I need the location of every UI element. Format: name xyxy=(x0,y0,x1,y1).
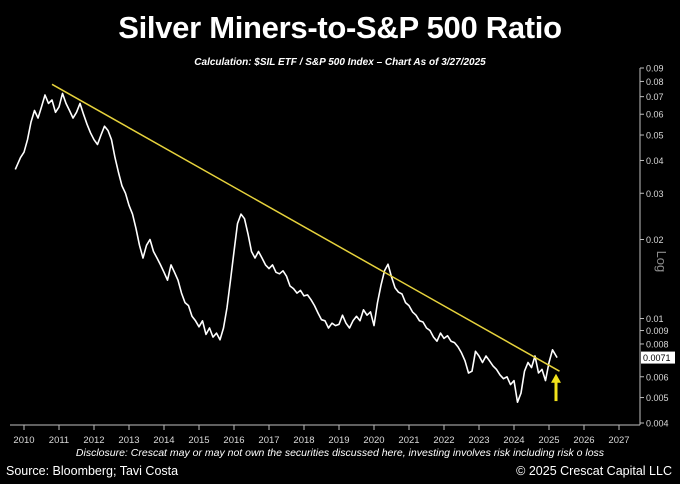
y-tick-label: 0.01 xyxy=(646,314,664,324)
x-tick-label: 2025 xyxy=(538,435,559,446)
y-tick-label: 0.08 xyxy=(646,77,664,87)
x-tick-label: 2016 xyxy=(223,435,244,446)
y-tick-label: 0.06 xyxy=(646,110,664,120)
y-axis-label: Log xyxy=(654,251,669,273)
x-tick-label: 2026 xyxy=(573,435,594,446)
x-tick-label: 2012 xyxy=(83,435,104,446)
x-tick-label: 2013 xyxy=(118,435,139,446)
x-tick-label: 2015 xyxy=(188,435,209,446)
chart-title: Silver Miners-to-S&P 500 Ratio xyxy=(118,10,562,45)
up-arrow-head xyxy=(551,373,561,383)
x-tick-label: 2019 xyxy=(328,435,349,446)
y-tick-label: 0.04 xyxy=(646,156,664,166)
y-tick-label: 0.009 xyxy=(646,326,669,336)
x-tick-label: 2027 xyxy=(608,435,629,446)
y-tick-label: 0.05 xyxy=(646,131,664,141)
chart-subtitle: Calculation: $SIL ETF / S&P 500 Index – … xyxy=(194,57,486,68)
y-tick-label: 0.005 xyxy=(646,393,669,403)
source-text: Source: Bloomberg; Tavi Costa xyxy=(6,464,179,478)
x-tick-label: 2010 xyxy=(13,435,34,446)
y-tick-label: 0.006 xyxy=(646,372,669,382)
last-value-label: 0.0071 xyxy=(643,353,671,363)
y-tick-label: 0.09 xyxy=(646,64,664,74)
x-tick-label: 2017 xyxy=(258,435,279,446)
y-tick-label: 0.008 xyxy=(646,339,669,349)
x-tick-label: 2020 xyxy=(363,435,384,446)
x-tick-label: 2011 xyxy=(49,435,69,446)
resistance-trendline xyxy=(51,83,560,372)
x-tick-label: 2022 xyxy=(433,435,454,446)
copyright-text: © 2025 Crescat Capital LLC xyxy=(516,464,672,478)
x-tick-label: 2014 xyxy=(153,435,174,446)
x-tick-label: 2018 xyxy=(293,435,314,446)
x-tick-label: 2024 xyxy=(503,435,524,446)
y-tick-label: 0.07 xyxy=(646,92,664,102)
x-tick-label: 2021 xyxy=(398,435,419,446)
x-tick-label: 2023 xyxy=(468,435,489,446)
y-tick-label: 0.03 xyxy=(646,189,664,199)
last-value-box xyxy=(641,351,675,364)
disclosure-text: Disclosure: Crescat may or may not own t… xyxy=(75,447,605,459)
ratio-series-line xyxy=(14,92,558,403)
y-tick-label: 0.004 xyxy=(646,419,669,429)
y-tick-label: 0.02 xyxy=(646,235,664,245)
